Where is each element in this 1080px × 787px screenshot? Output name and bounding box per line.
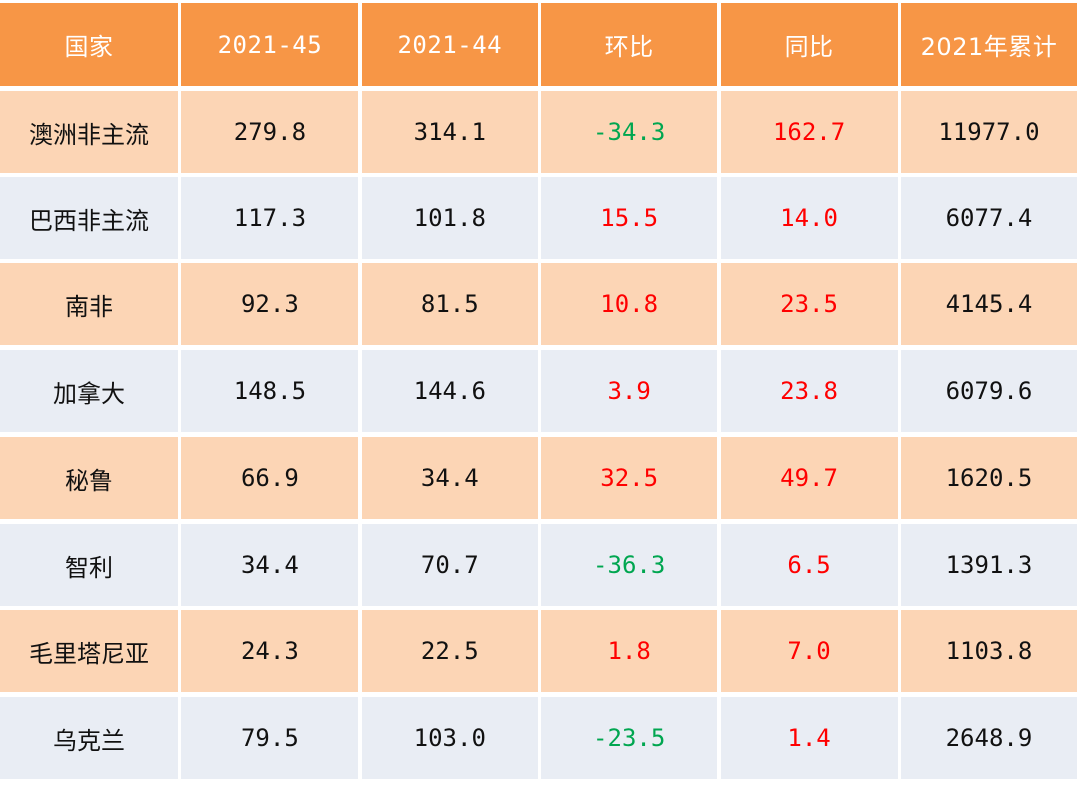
cumulative-cell: 1620.5: [900, 437, 1077, 519]
week-44-cell: 81.5: [361, 263, 538, 345]
country-cell: 澳洲非主流: [0, 91, 178, 173]
week-45-cell: 279.8: [181, 91, 359, 173]
week-over-week-cell: -36.3: [541, 524, 718, 606]
cumulative-cell: 1103.8: [900, 610, 1077, 692]
cumulative-cell: 2648.9: [900, 697, 1077, 779]
country-cell: 秘鲁: [0, 437, 178, 519]
week-over-week-cell: -34.3: [541, 91, 718, 173]
week-over-week-cell: -23.5: [541, 697, 718, 779]
header-country: 国家: [0, 3, 178, 86]
year-over-year-cell: 14.0: [720, 177, 898, 259]
year-over-year-cell: 23.8: [720, 350, 898, 432]
week-44-cell: 70.7: [361, 524, 538, 606]
year-over-year-cell: 162.7: [720, 91, 898, 173]
cumulative-cell: 11977.0: [900, 91, 1077, 173]
header-week-over-week: 环比: [541, 3, 718, 86]
week-44-cell: 22.5: [361, 610, 538, 692]
week-45-cell: 117.3: [181, 177, 359, 259]
country-cell: 智利: [0, 524, 178, 606]
week-44-cell: 34.4: [361, 437, 538, 519]
week-45-cell: 24.3: [181, 610, 359, 692]
week-44-cell: 103.0: [361, 697, 538, 779]
year-over-year-cell: 1.4: [720, 697, 898, 779]
week-45-cell: 34.4: [181, 524, 359, 606]
header-year-over-year: 同比: [720, 3, 898, 86]
week-over-week-cell: 3.9: [541, 350, 718, 432]
week-45-cell: 148.5: [181, 350, 359, 432]
header-week-45: 2021-45: [181, 3, 359, 86]
cumulative-cell: 4145.4: [900, 263, 1077, 345]
week-45-cell: 92.3: [181, 263, 359, 345]
week-over-week-cell: 32.5: [541, 437, 718, 519]
week-45-cell: 66.9: [181, 437, 359, 519]
week-over-week-cell: 10.8: [541, 263, 718, 345]
week-44-cell: 144.6: [361, 350, 538, 432]
country-cell: 加拿大: [0, 350, 178, 432]
header-week-44: 2021-44: [361, 3, 538, 86]
year-over-year-cell: 23.5: [720, 263, 898, 345]
cumulative-cell: 6077.4: [900, 177, 1077, 259]
cumulative-cell: 1391.3: [900, 524, 1077, 606]
country-cell: 巴西非主流: [0, 177, 178, 259]
country-cell: 南非: [0, 263, 178, 345]
week-45-cell: 79.5: [181, 697, 359, 779]
week-44-cell: 314.1: [361, 91, 538, 173]
week-44-cell: 101.8: [361, 177, 538, 259]
year-over-year-cell: 6.5: [720, 524, 898, 606]
week-over-week-cell: 15.5: [541, 177, 718, 259]
week-over-week-cell: 1.8: [541, 610, 718, 692]
cumulative-cell: 6079.6: [900, 350, 1077, 432]
header-cumulative-2021: 2021年累计: [900, 3, 1077, 86]
year-over-year-cell: 7.0: [720, 610, 898, 692]
country-cell: 毛里塔尼亚: [0, 610, 178, 692]
year-over-year-cell: 49.7: [720, 437, 898, 519]
country-cell: 乌克兰: [0, 697, 178, 779]
